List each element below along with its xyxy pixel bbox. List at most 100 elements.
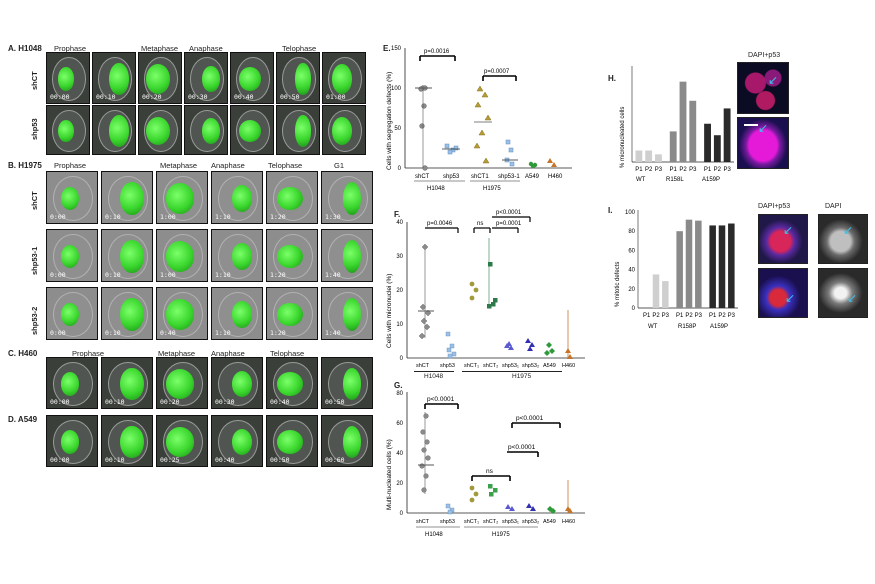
nucleus xyxy=(145,64,171,94)
panel-d-label: D. A549 xyxy=(8,415,38,424)
timestamp: 1:00 xyxy=(160,271,176,279)
timestamp: 00:40 xyxy=(234,93,254,101)
nucleus xyxy=(231,184,253,212)
nucleus xyxy=(239,67,261,91)
nucleus xyxy=(109,62,129,96)
panel-g-group-h1975: H1975 xyxy=(492,532,510,538)
microscopy-frame: 00:10 xyxy=(101,357,153,409)
panel-b-label: B. H1975 xyxy=(8,161,42,170)
nucleus xyxy=(120,367,144,401)
nucleus xyxy=(120,239,144,274)
microscopy-frame: 00:50 xyxy=(266,415,318,467)
nucleus xyxy=(277,244,303,269)
panel-f-ytick-10: 10 xyxy=(396,322,403,328)
x-tick-label: P1 xyxy=(676,313,684,319)
microscopy-frame: 1:30 xyxy=(321,171,373,224)
panel-f-ytick-30: 30 xyxy=(396,254,403,260)
nucleus xyxy=(165,183,195,214)
nucleus xyxy=(120,425,144,459)
microscopy-frame: 00:20 xyxy=(156,357,208,409)
nucleus xyxy=(277,186,303,211)
microscopy-frame xyxy=(46,105,90,155)
microscopy-frame: 00:00 xyxy=(46,415,98,467)
phase-c-prophase: Prophase xyxy=(72,349,105,358)
row-label-b-shp53-1: shp53-1 xyxy=(30,246,39,275)
bar-r158p-p3 xyxy=(695,220,702,308)
arrow-icon: ↙ xyxy=(843,223,854,237)
timestamp: 00:00 xyxy=(50,398,70,406)
nucleus xyxy=(109,115,129,147)
panel-e-group-h1048: H1048 xyxy=(427,186,445,192)
timestamp: 00:10 xyxy=(105,456,125,464)
x-tick-label: P2 xyxy=(685,313,693,319)
panel-g-x-a549: A549 xyxy=(543,519,556,525)
nucleus xyxy=(58,119,74,143)
timestamp: 00:30 xyxy=(188,93,208,101)
panel-f-x-shct: shCT xyxy=(416,363,430,369)
timestamp: 00:30 xyxy=(215,398,235,406)
nucleus xyxy=(60,186,80,211)
panel-e-pval-1: p=0.0016 xyxy=(424,49,450,55)
x-tick-label: P2 xyxy=(714,167,722,173)
panel-e-x-a549: A549 xyxy=(525,174,540,180)
panel-g-pval-ns: ns xyxy=(486,468,494,475)
panel-h-image-1: ↙ xyxy=(737,62,789,114)
bar-wt-p2 xyxy=(652,274,660,308)
microscopy-frame: 1:40 xyxy=(321,287,373,340)
panel-g-ytick-80: 80 xyxy=(396,391,403,397)
timestamp: 01:00 xyxy=(326,93,346,101)
phase-b-prophase: Prophase xyxy=(54,161,87,170)
timestamp: 0:00 xyxy=(50,271,66,279)
panel-f-group-line-2 xyxy=(462,371,562,372)
microscopy-frame: 1:20 xyxy=(266,229,318,282)
timestamp: 00:10 xyxy=(96,93,116,101)
panel-f-x-h460: H460 xyxy=(562,363,575,369)
bar-wt-p1 xyxy=(635,150,643,162)
microscopy-frame: 00:40 xyxy=(211,415,263,467)
y-tick-label: 40 xyxy=(628,268,635,274)
panel-e-plot: Cells with segregation defects (%) 0 50 … xyxy=(386,46,572,192)
timestamp: 1:20 xyxy=(270,271,286,279)
phase-b-anaphase: Anaphase xyxy=(211,161,245,170)
panel-i-image-2: ↙ xyxy=(818,214,868,264)
microscopy-frame: 00:20 xyxy=(138,52,182,104)
phase-b-g1: G1 xyxy=(334,161,345,170)
panel-f-pval-4: p=0.0001 xyxy=(496,221,522,227)
timestamp: 00:50 xyxy=(325,398,345,406)
timestamp: 00:50 xyxy=(280,93,300,101)
timestamp: 00:60 xyxy=(325,456,345,464)
nucleus xyxy=(202,118,220,144)
microscopy-frame: 1:10 xyxy=(211,171,263,224)
nucleus xyxy=(295,115,311,147)
timestamp: 1:30 xyxy=(325,213,341,221)
panel-h-group-a159p: A159P xyxy=(702,177,720,183)
panel-f-plot: Cells with micronuclei (%) 0 10 20 30 40… xyxy=(386,210,585,369)
arrow-icon: ↙ xyxy=(768,73,779,87)
nucleus xyxy=(342,297,362,332)
microscopy-frame: 00:40 xyxy=(230,52,274,104)
panel-g-x-shct1: shCT₁ xyxy=(464,519,479,525)
timestamp: 00:20 xyxy=(160,398,180,406)
bar-r158l-p1 xyxy=(669,131,677,162)
x-tick-label: P2 xyxy=(679,167,687,173)
phase-b-telophase: Telophase xyxy=(268,161,303,170)
panel-f-pval-ns: ns xyxy=(477,221,483,227)
panel-e-x-shp53: shp53 xyxy=(443,174,460,180)
panel-i-image-4: ↙ xyxy=(818,268,868,318)
microscopy-frame: 00:50 xyxy=(276,52,320,104)
microscopy-frame: 00:30 xyxy=(184,52,228,104)
microscopy-frame: 1:10 xyxy=(211,287,263,340)
arrow-icon: ↙ xyxy=(758,121,769,135)
panel-e-x-shct: shCT xyxy=(415,174,430,180)
microscopy-frame xyxy=(322,105,366,155)
arrow-icon: ↙ xyxy=(783,223,794,237)
phase-c-anaphase: Anaphase xyxy=(211,349,245,358)
bar-wt-p3 xyxy=(655,154,662,162)
bar-wt-p3 xyxy=(662,281,669,308)
microscopy-frame xyxy=(92,105,136,155)
panel-f-group-line-1 xyxy=(414,371,454,372)
panel-h-chart: % micronucleated cells P1 P2 P3 P1 P2 P3 P1 P2 P… xyxy=(620,66,734,183)
x-tick-label: P1 xyxy=(643,313,651,319)
timestamp: 00:25 xyxy=(160,456,180,464)
microscopy-frame: 00:10 xyxy=(101,415,153,467)
